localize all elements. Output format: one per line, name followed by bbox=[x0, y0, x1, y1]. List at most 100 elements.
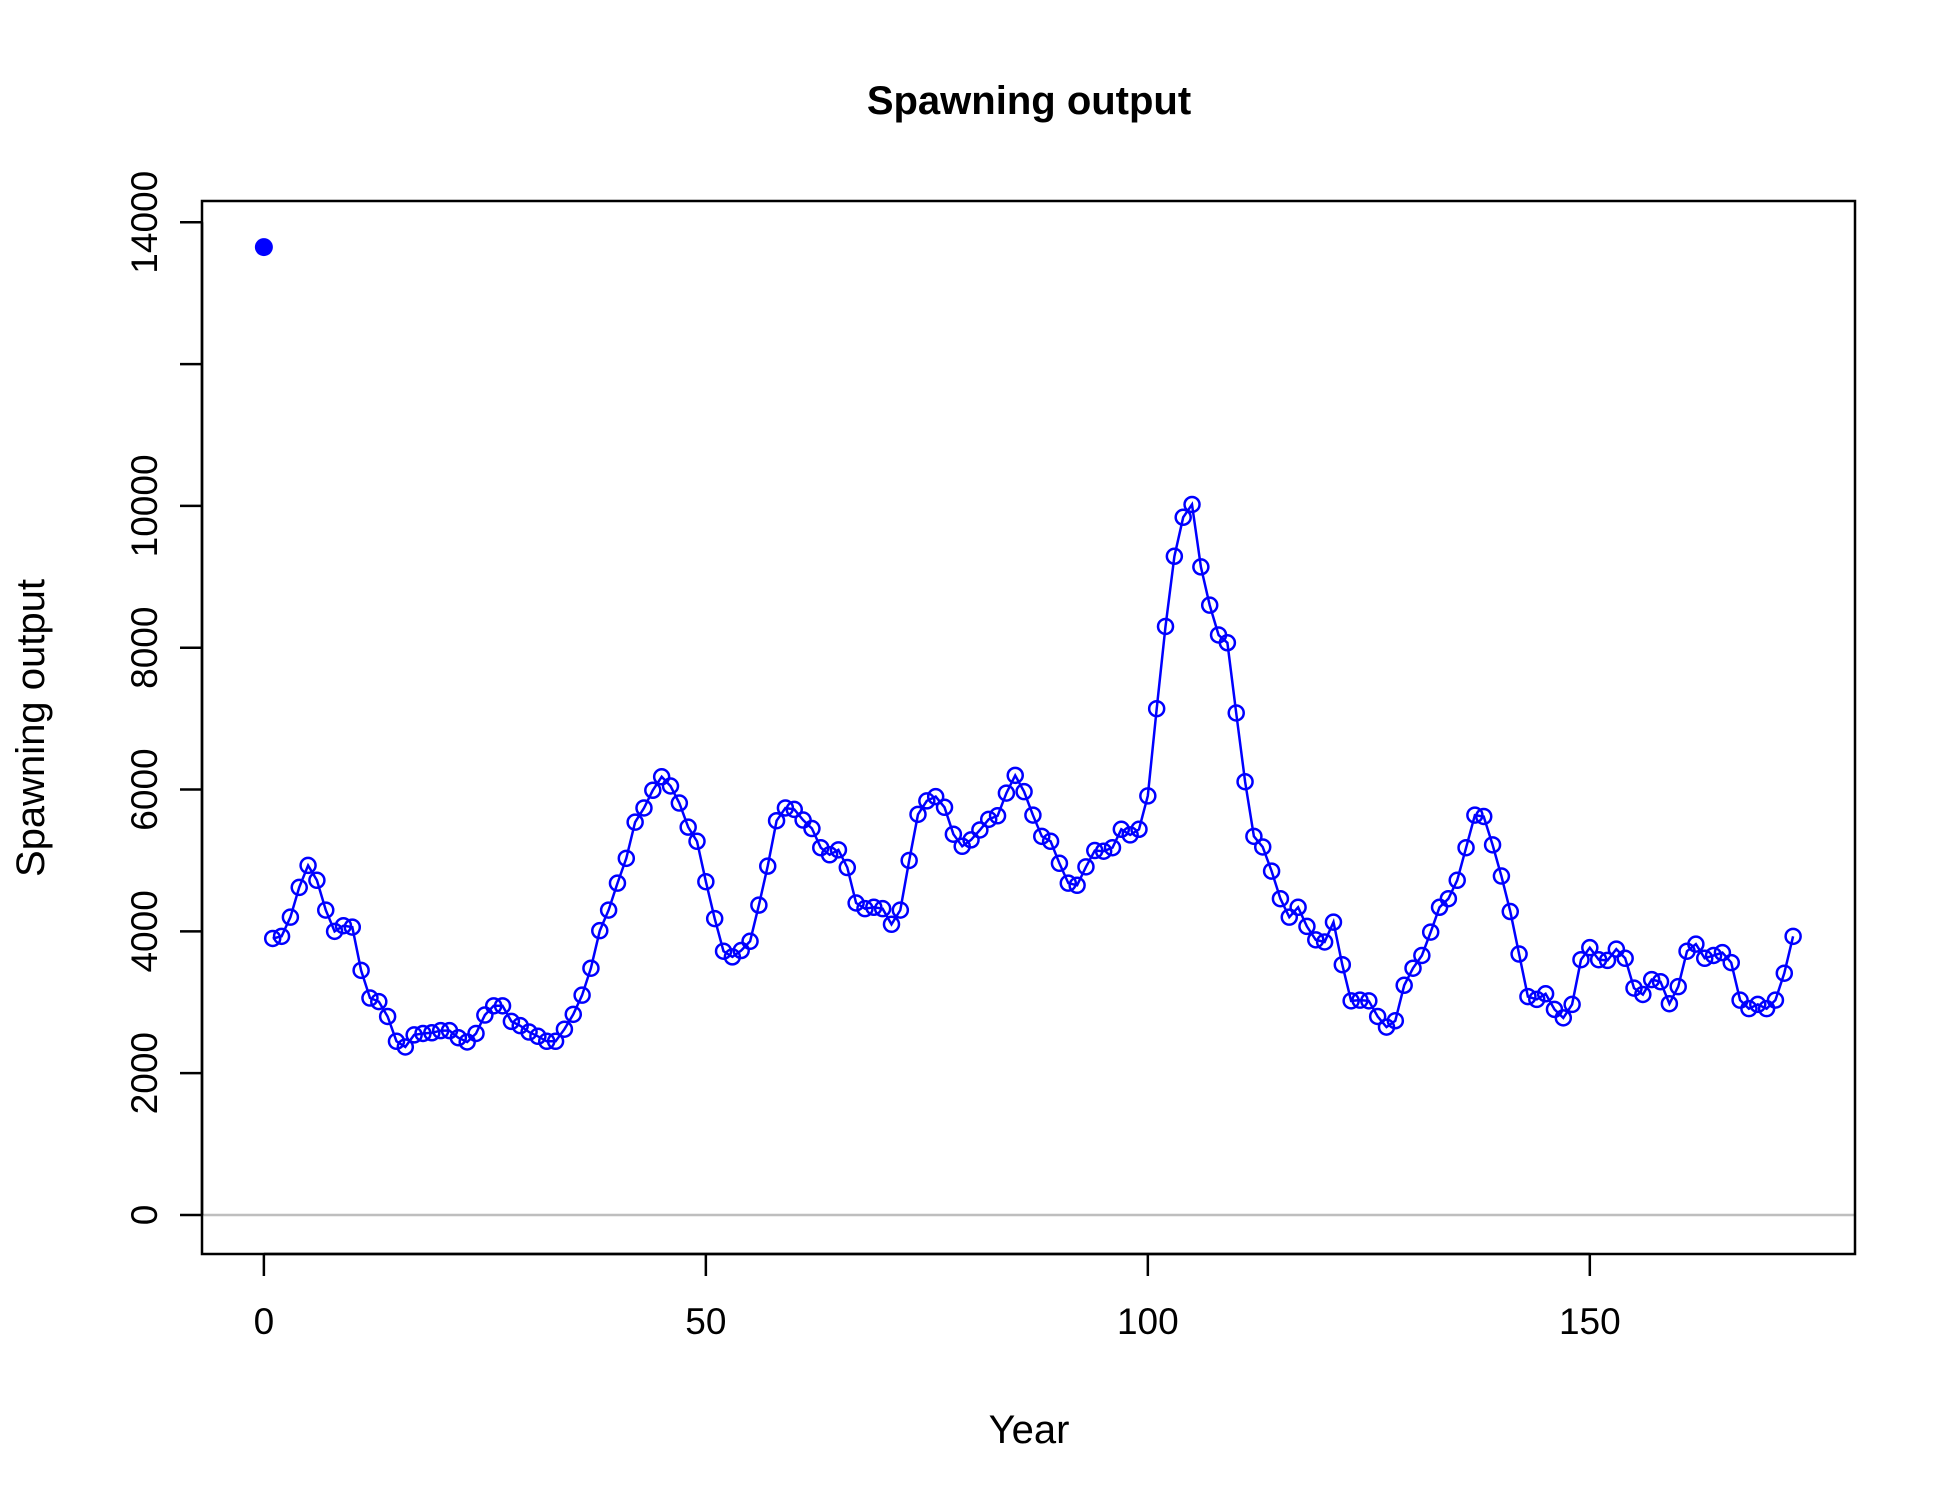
data-point bbox=[1519, 987, 1537, 1006]
data-point bbox=[1722, 953, 1740, 972]
data-point bbox=[1589, 950, 1608, 969]
data-point bbox=[1642, 970, 1661, 989]
data-point bbox=[1218, 634, 1237, 652]
data-point bbox=[1289, 898, 1307, 917]
data-point bbox=[405, 1026, 423, 1044]
y-tick-label: 14000 bbox=[124, 171, 165, 274]
data-point bbox=[758, 857, 777, 875]
data-point bbox=[1775, 964, 1794, 982]
data-point bbox=[882, 915, 901, 934]
data-point bbox=[484, 997, 503, 1015]
data-point bbox=[1457, 838, 1475, 857]
chart-title: Spawning output bbox=[867, 79, 1191, 123]
data-point bbox=[281, 908, 300, 926]
data-point bbox=[1077, 858, 1095, 876]
data-point bbox=[1404, 959, 1422, 977]
data-point bbox=[988, 807, 1007, 825]
data-point bbox=[1245, 827, 1263, 846]
x-tick-label: 100 bbox=[1117, 1301, 1179, 1342]
data-point bbox=[1669, 977, 1687, 996]
data-point bbox=[520, 1023, 538, 1041]
x-tick-label: 0 bbox=[254, 1301, 275, 1342]
data-point bbox=[423, 1024, 441, 1042]
data-point bbox=[776, 799, 795, 817]
data-point bbox=[290, 878, 308, 897]
data-point bbox=[396, 1038, 415, 1056]
data-point bbox=[361, 989, 379, 1007]
data-point bbox=[635, 799, 653, 817]
data-point bbox=[820, 846, 839, 864]
x-tick-label: 150 bbox=[1559, 1301, 1621, 1342]
data-point bbox=[909, 805, 927, 824]
data-point bbox=[1324, 913, 1343, 931]
data-point bbox=[688, 832, 706, 851]
spawning-output-line bbox=[272, 501, 1795, 1049]
data-point bbox=[838, 858, 857, 877]
data-point bbox=[979, 810, 998, 829]
data-point bbox=[1492, 867, 1511, 885]
data-point bbox=[803, 819, 821, 838]
data-point bbox=[617, 849, 636, 868]
data-point bbox=[1466, 806, 1484, 824]
data-point bbox=[573, 986, 591, 1004]
data-point bbox=[387, 1032, 406, 1051]
data-point bbox=[670, 794, 689, 812]
data-point bbox=[1572, 950, 1590, 969]
data-point bbox=[502, 1012, 521, 1031]
data-point bbox=[962, 831, 980, 849]
data-point bbox=[591, 921, 609, 940]
data-point bbox=[1598, 951, 1617, 970]
data-point bbox=[1068, 876, 1086, 895]
data-point bbox=[582, 959, 600, 977]
data-point bbox=[1784, 927, 1802, 946]
data-point bbox=[741, 932, 759, 951]
y-tick-label: 2000 bbox=[124, 1032, 165, 1114]
data-point bbox=[1130, 820, 1148, 839]
data-point bbox=[493, 997, 512, 1015]
data-point bbox=[944, 825, 963, 843]
data-point bbox=[608, 874, 627, 892]
data-point bbox=[1740, 999, 1758, 1018]
data-point bbox=[785, 800, 804, 819]
data-point bbox=[900, 851, 918, 870]
data-point bbox=[1307, 931, 1325, 949]
data-point bbox=[431, 1021, 450, 1040]
y-tick-label: 6000 bbox=[124, 748, 165, 830]
data-point bbox=[1395, 976, 1413, 995]
data-point bbox=[1386, 1011, 1405, 1030]
data-point bbox=[1183, 495, 1201, 514]
data-point bbox=[1147, 699, 1166, 718]
data-point bbox=[1342, 992, 1360, 1010]
data-point bbox=[997, 784, 1016, 802]
data-point bbox=[1421, 923, 1440, 941]
data-point bbox=[926, 787, 945, 806]
x-axis: 0 50 100 150 bbox=[254, 1252, 1621, 1342]
data-point bbox=[1200, 596, 1219, 614]
data-point bbox=[370, 992, 388, 1011]
data-point bbox=[343, 918, 362, 936]
data-point bbox=[546, 1032, 565, 1051]
data-point bbox=[476, 1006, 494, 1024]
data-point bbox=[1501, 902, 1520, 921]
data-point bbox=[750, 896, 768, 914]
virgin-spawning-output-point bbox=[254, 238, 273, 257]
data-point bbox=[1236, 772, 1254, 791]
data-point bbox=[1112, 820, 1131, 839]
data-point bbox=[263, 929, 282, 948]
data-point bbox=[1713, 943, 1732, 962]
x-tick-label: 50 bbox=[685, 1301, 726, 1342]
data-point bbox=[1041, 832, 1060, 851]
data-point bbox=[1262, 862, 1281, 880]
data-point bbox=[1333, 955, 1352, 974]
data-point bbox=[1510, 945, 1528, 963]
data-point bbox=[661, 777, 680, 795]
y-tick-label: 10000 bbox=[124, 454, 165, 557]
data-point bbox=[325, 922, 344, 941]
y-axis-label: Spawning output bbox=[9, 579, 53, 877]
data-point bbox=[352, 961, 370, 980]
data-point bbox=[918, 792, 936, 810]
data-point bbox=[1165, 547, 1184, 566]
data-point bbox=[299, 856, 317, 875]
data-point bbox=[1315, 933, 1334, 951]
data-point bbox=[829, 841, 848, 859]
